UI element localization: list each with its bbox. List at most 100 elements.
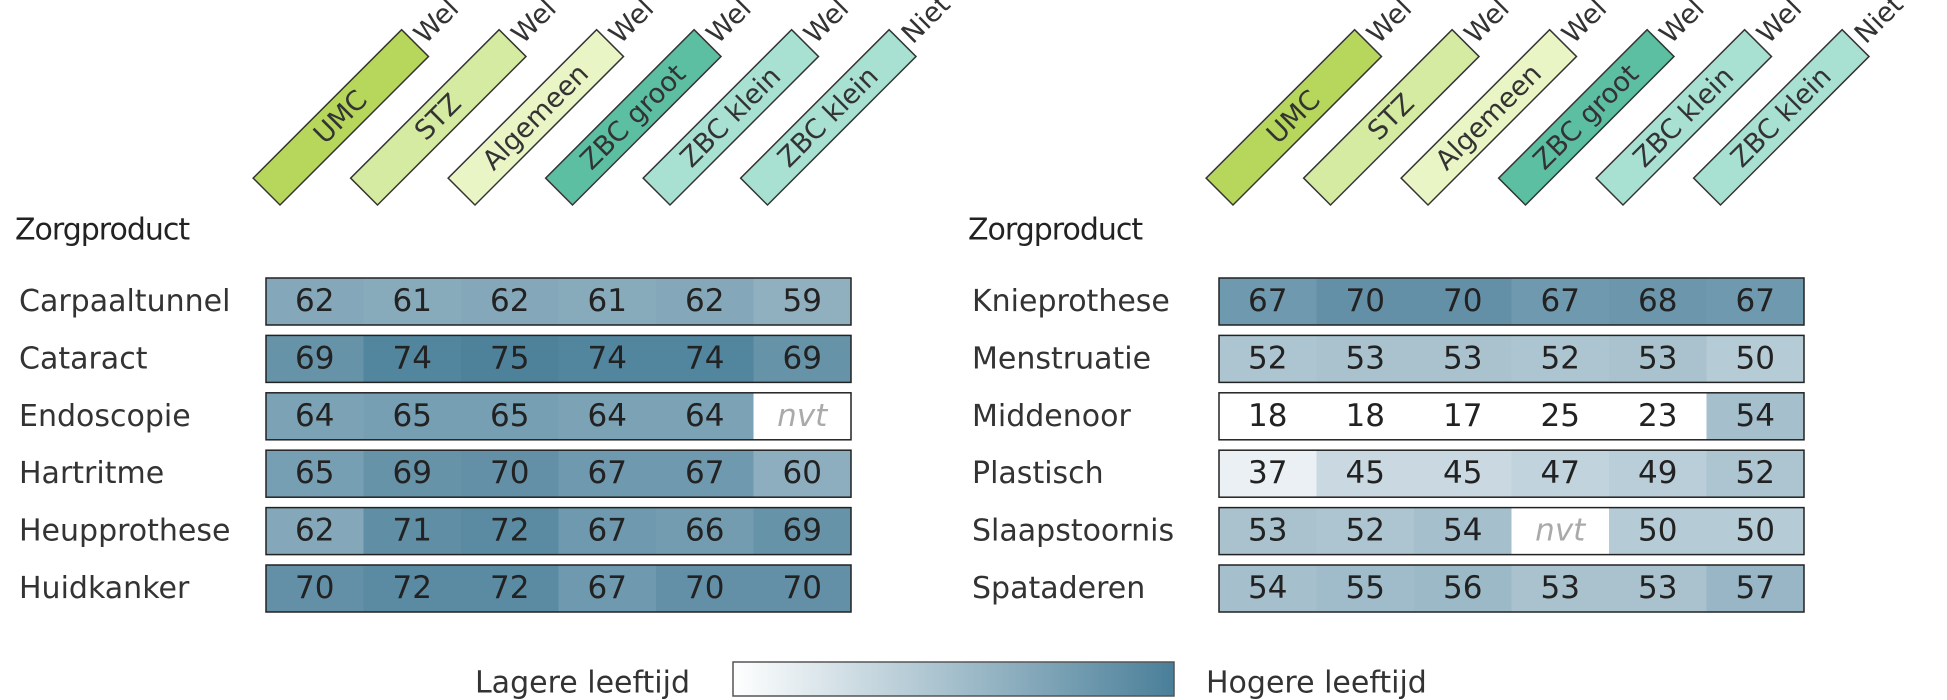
cell-nvt: nvt (1535, 513, 1587, 549)
cell-value: 47 (1541, 455, 1580, 491)
row-label: Heupprothese (19, 514, 230, 549)
cell-value: 18 (1248, 398, 1287, 434)
cell (1316, 450, 1415, 498)
cell (753, 507, 852, 555)
cell-value: 67 (588, 570, 627, 606)
cell (461, 278, 559, 325)
column-box (544, 28, 723, 207)
row-label: Plastisch (972, 456, 1104, 491)
cell-value: 67 (1541, 283, 1580, 319)
cell (1609, 278, 1707, 325)
cell (656, 507, 754, 555)
cell (1414, 450, 1512, 498)
cell (753, 392, 852, 440)
cell-value: 67 (588, 513, 627, 549)
row-label: Endoscopie (19, 399, 191, 434)
cell-value: 56 (1443, 570, 1482, 606)
row-label: Menstruatie (972, 341, 1151, 376)
cell (1316, 392, 1415, 440)
cell (1609, 335, 1707, 383)
cell (1414, 507, 1512, 555)
cell-value: 50 (1736, 513, 1775, 549)
cell-value: 61 (393, 283, 432, 319)
cell (363, 507, 462, 555)
cell-value: 45 (1346, 455, 1385, 491)
cell (1511, 392, 1610, 440)
row-border (265, 506, 852, 556)
column-box (1692, 28, 1871, 207)
cell-value: 70 (1346, 283, 1385, 319)
cell-value: 53 (1638, 570, 1677, 606)
cell (461, 392, 559, 440)
cell-value: 17 (1443, 398, 1482, 434)
cell-value: 70 (490, 455, 529, 491)
cell (656, 565, 754, 612)
row-label: Cataract (19, 341, 148, 376)
legend-gradient (732, 661, 1175, 697)
cell-value: 62 (295, 513, 334, 549)
cell-value: 72 (490, 513, 529, 549)
cell (266, 278, 364, 325)
column-tag: Wel (1556, 0, 1613, 50)
column-tag: Wel (701, 0, 758, 50)
column-tag: Wel (1361, 0, 1418, 50)
column-box (1497, 28, 1676, 207)
cell (1219, 278, 1317, 325)
column-tag: Wel (1459, 0, 1516, 50)
row-border (265, 564, 852, 613)
column-tag: Niet (896, 0, 957, 50)
row-label: Slaapstoornis (972, 514, 1174, 549)
cell (1706, 392, 1805, 440)
cell-value: 70 (685, 570, 724, 606)
cell-value: 54 (1736, 398, 1775, 434)
cell (753, 565, 852, 612)
cell (1219, 392, 1317, 440)
cell (266, 450, 364, 498)
cell (558, 565, 657, 612)
cell (363, 450, 462, 498)
cell-value: 52 (1248, 340, 1287, 376)
column-tag: Wel (1751, 0, 1808, 50)
cell (461, 507, 559, 555)
column-box (447, 28, 625, 207)
column-box (1595, 28, 1773, 207)
column-box (349, 28, 528, 207)
table-header: Zorgproduct (15, 213, 190, 248)
cell-value: 53 (1248, 513, 1287, 549)
row-label: Middenoor (972, 399, 1131, 434)
cell-value: 67 (1248, 283, 1287, 319)
row-border (1218, 506, 1805, 556)
cell-value: 64 (685, 398, 724, 434)
cell (1219, 507, 1317, 555)
cell-value: 74 (393, 340, 432, 376)
cell-value: 53 (1443, 340, 1482, 376)
row-label: Hartritme (19, 456, 164, 491)
cell (1316, 565, 1415, 612)
cell (1511, 507, 1610, 555)
cell-value: 74 (588, 340, 627, 376)
row-border (265, 334, 852, 384)
column-box (739, 28, 918, 207)
cell-value: 67 (1736, 283, 1775, 319)
cell (1609, 507, 1707, 555)
cell-nvt: nvt (777, 398, 829, 434)
cell (266, 392, 364, 440)
cell (1316, 507, 1415, 555)
cell-value: 67 (588, 455, 627, 491)
cell (1511, 278, 1610, 325)
cell (461, 450, 559, 498)
cell (1511, 335, 1610, 383)
row-border (265, 392, 852, 441)
cell-value: 66 (685, 513, 724, 549)
column-box (252, 28, 430, 207)
cell-value: 50 (1736, 340, 1775, 376)
cell-value: 75 (490, 340, 529, 376)
cell (1706, 507, 1805, 555)
cell (1219, 335, 1317, 383)
cell (1316, 335, 1415, 383)
cell-value: 69 (393, 455, 432, 491)
cell-value: 23 (1638, 398, 1677, 434)
cell (363, 335, 462, 383)
cell-value: 53 (1541, 570, 1580, 606)
